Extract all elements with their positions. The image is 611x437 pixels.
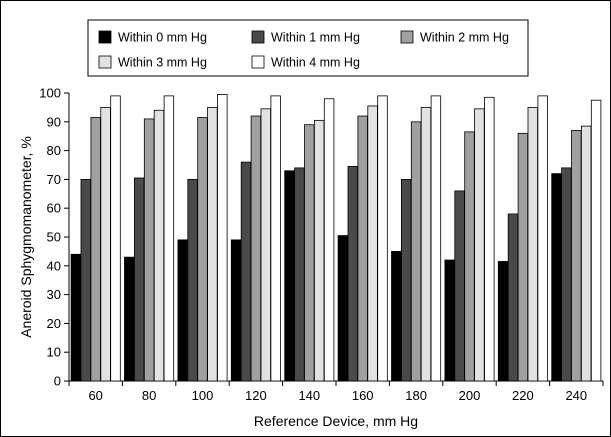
bar (581, 125, 592, 382)
legend: Within 0 mm Hg Within 1 mm Hg Within 2 mm … (87, 19, 529, 77)
bar (537, 95, 548, 382)
bar (270, 95, 281, 382)
x-tick-label: 220 (512, 388, 534, 403)
bar (551, 173, 562, 382)
bar (347, 166, 359, 382)
bar (133, 177, 145, 382)
bar (100, 107, 111, 382)
bar (207, 107, 218, 382)
x-tick-label: 120 (245, 388, 267, 403)
legend-label: Within 0 mm Hg (118, 31, 207, 45)
bar (377, 95, 388, 382)
bar (217, 94, 228, 382)
bar (561, 167, 572, 382)
y-axis: 0 10 20 30 40 50 60 70 80 90 100 (39, 86, 70, 389)
legend-swatch (251, 30, 265, 44)
legend-box (87, 19, 529, 77)
bar (70, 253, 82, 382)
y-tick-label: 100 (39, 86, 61, 101)
bar (323, 98, 335, 382)
bar (484, 96, 495, 382)
y-tick-label: 30 (47, 287, 61, 302)
bar (90, 117, 101, 382)
x-tick-label: 240 (565, 388, 587, 403)
x-tick-label: 180 (405, 388, 427, 403)
bar (197, 117, 208, 382)
bar (527, 107, 539, 382)
x-tick-label: 200 (459, 388, 481, 403)
bar (357, 115, 368, 382)
bar (367, 105, 378, 382)
bar (313, 119, 325, 382)
y-tick-label: 40 (47, 258, 61, 273)
bar (430, 95, 442, 382)
legend-label: Within 4 mm Hg (271, 56, 360, 70)
bar (153, 109, 165, 382)
bar (260, 108, 272, 382)
bar (250, 115, 262, 382)
legend-swatch (251, 55, 265, 69)
x-tick-label: 100 (192, 388, 214, 403)
bar (507, 213, 519, 382)
bar (80, 178, 92, 382)
x-axis: 60 80 100 120 140 160 180 200 220 240 (68, 380, 604, 403)
x-tick-label: 140 (298, 388, 320, 403)
bar (110, 95, 121, 382)
x-tick-label: 80 (142, 388, 156, 403)
bar (420, 107, 432, 382)
y-tick-label: 70 (47, 172, 61, 187)
bar (410, 121, 422, 382)
y-tick-label: 60 (47, 201, 61, 216)
bar (304, 124, 315, 382)
y-tick-label: 90 (47, 114, 61, 129)
bar (124, 256, 135, 382)
y-tick-label: 10 (47, 345, 61, 360)
legend-label: Within 2 mm Hg (420, 31, 509, 45)
bar (391, 250, 402, 382)
y-axis-title: Aneroid Sphygmomanometer, % (18, 136, 34, 338)
bar (464, 131, 475, 382)
bar (474, 108, 485, 382)
legend-swatch (98, 55, 112, 69)
y-tick-label: 0 (54, 374, 61, 389)
bar (590, 99, 602, 382)
bar (294, 167, 305, 382)
legend-swatch (98, 30, 112, 44)
x-tick-label: 160 (352, 388, 374, 403)
bar (240, 161, 252, 382)
y-tick-label: 80 (47, 143, 61, 158)
bar (337, 235, 349, 382)
bar (230, 239, 242, 382)
legend-swatch (400, 30, 414, 44)
bar (444, 259, 455, 382)
bar (517, 132, 529, 382)
bar (497, 261, 509, 382)
bar (284, 170, 295, 382)
x-axis-title: Reference Device, mm Hg (254, 413, 418, 429)
legend-label: Within 3 mm Hg (118, 56, 207, 70)
bar (571, 130, 582, 382)
bar (187, 178, 198, 382)
bar (177, 239, 188, 382)
bar (454, 190, 465, 382)
bars (70, 94, 602, 382)
bar (143, 118, 155, 382)
legend-label: Within 1 mm Hg (271, 31, 360, 45)
bar (400, 178, 412, 382)
y-tick-label: 20 (47, 316, 61, 331)
y-tick-label: 50 (47, 230, 61, 245)
bar (163, 95, 175, 382)
x-tick-label: 60 (88, 388, 102, 403)
